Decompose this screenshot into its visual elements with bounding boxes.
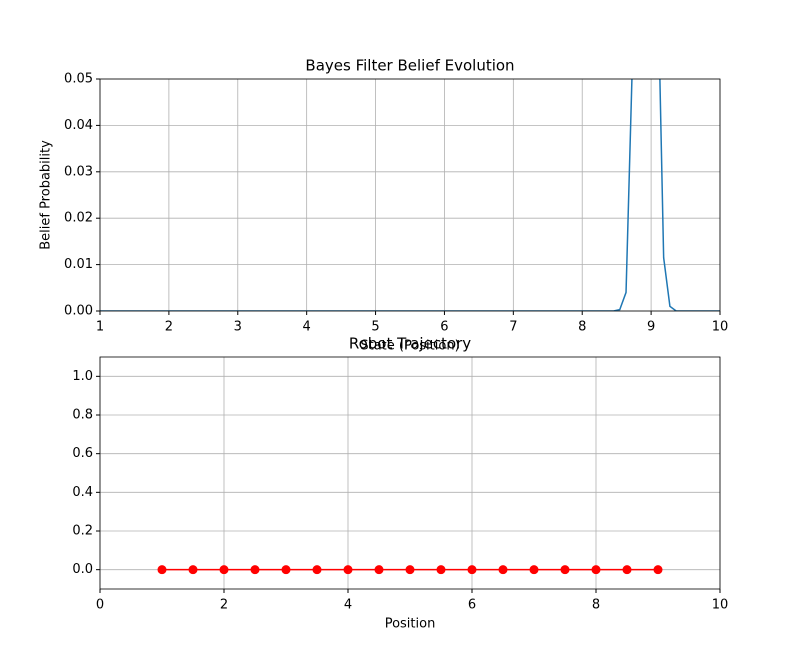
y-tick-label: 0.2	[72, 524, 93, 539]
x-tick-label: 3	[234, 320, 242, 335]
marker	[405, 565, 415, 575]
x-tick-label: 8	[592, 598, 600, 613]
y-tick-label: 0.04	[64, 118, 93, 133]
y-tick-label: 0.01	[64, 257, 93, 272]
marker	[219, 565, 229, 575]
marker	[250, 565, 260, 575]
x-tick-label: 4	[303, 320, 311, 335]
marker	[622, 565, 632, 575]
x-tick-label: 9	[647, 320, 655, 335]
marker	[653, 565, 663, 575]
marker	[188, 565, 198, 575]
y-tick-label: 0.03	[64, 164, 93, 179]
x-tick-label: 1	[96, 320, 104, 335]
y-tick-label: 0.8	[72, 408, 93, 423]
y-tick-label: 1.0	[72, 369, 93, 384]
x-tick-label: 10	[712, 598, 729, 613]
marker	[436, 565, 446, 575]
marker	[374, 565, 384, 575]
y-tick-label: 0.00	[64, 304, 93, 319]
marker	[281, 565, 291, 575]
y-tick-label: 0.6	[72, 446, 93, 461]
x-tick-label: 2	[165, 320, 173, 335]
x-tick-label: 5	[371, 320, 379, 335]
y-tick-label: 0.4	[72, 485, 93, 500]
axes-frame	[99, 356, 721, 590]
marker	[529, 565, 539, 575]
line	[100, 79, 720, 311]
y-tick-label: 0.0	[72, 562, 93, 577]
y-tick-label: 0.05	[64, 72, 93, 87]
x-tick-label: 7	[509, 320, 517, 335]
x-tick-label: 6	[440, 320, 448, 335]
axes-frame	[99, 78, 721, 312]
x-tick-label: 2	[220, 598, 228, 613]
marker	[312, 565, 322, 575]
x-axis-label: State (Position)	[360, 339, 459, 354]
x-tick-label: 10	[712, 320, 729, 335]
marker	[498, 565, 508, 575]
x-axis-label: Position	[385, 617, 436, 632]
chart-title: Bayes Filter Belief Evolution	[305, 57, 514, 75]
x-tick-label: 0	[96, 598, 104, 613]
x-tick-label: 8	[578, 320, 586, 335]
marker	[467, 565, 477, 575]
marker	[591, 565, 601, 575]
marker	[343, 565, 353, 575]
y-axis-label: Belief Probability	[39, 140, 54, 250]
x-tick-label: 6	[468, 598, 476, 613]
marker	[560, 565, 570, 575]
chart-title: Robot Trajectory	[349, 335, 471, 353]
marker	[157, 565, 167, 575]
y-tick-label: 0.02	[64, 211, 93, 226]
x-tick-label: 4	[344, 598, 352, 613]
